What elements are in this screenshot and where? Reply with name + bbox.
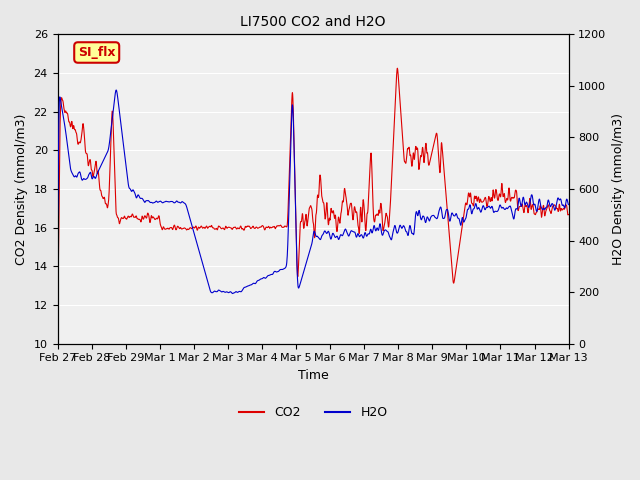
Title: LI7500 CO2 and H2O: LI7500 CO2 and H2O — [240, 15, 386, 29]
X-axis label: Time: Time — [298, 369, 328, 382]
Y-axis label: H2O Density (mmol/m3): H2O Density (mmol/m3) — [612, 113, 625, 265]
Y-axis label: CO2 Density (mmol/m3): CO2 Density (mmol/m3) — [15, 113, 28, 265]
Legend: CO2, H2O: CO2, H2O — [234, 401, 392, 424]
Text: SI_flx: SI_flx — [78, 46, 115, 59]
